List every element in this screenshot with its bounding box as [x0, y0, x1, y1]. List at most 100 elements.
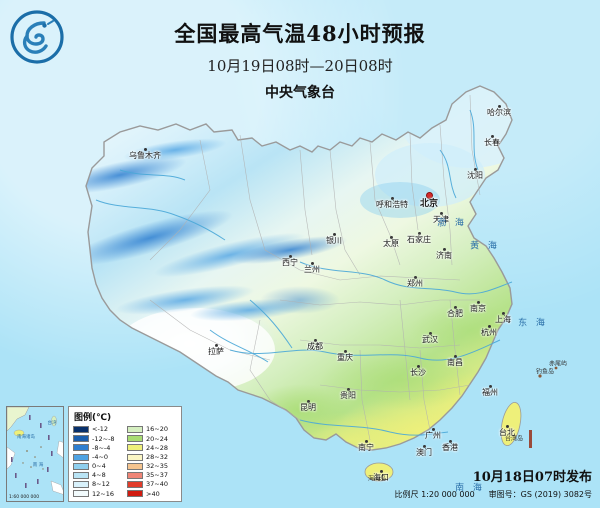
city-marker-icon — [313, 339, 317, 342]
city-name: 台北 — [499, 428, 515, 437]
city-marker-icon — [431, 428, 435, 431]
pearl-river — [299, 419, 449, 436]
city-marker-icon — [332, 233, 336, 236]
hainan-island — [364, 462, 394, 482]
city-name: 长春 — [484, 138, 500, 147]
city-label: 南京 — [470, 301, 486, 313]
city-label: 乌鲁木齐 — [129, 148, 161, 160]
yellow-river — [299, 261, 513, 295]
inset-label: 台湾 — [47, 421, 57, 426]
city-name: 福州 — [482, 388, 498, 397]
city-marker-icon — [390, 197, 394, 200]
city-marker-icon — [490, 135, 494, 138]
city-marker-icon — [488, 385, 492, 388]
temperature-legend: 图例(℃) <-12 -12~-8 -8~-4 -4~0 0~4 4~8 8~12 12~16… — [68, 406, 182, 502]
city-name: 北京 — [419, 199, 439, 209]
city-marker-icon — [306, 400, 310, 403]
city-name: 贵阳 — [340, 391, 356, 400]
city-name: 昆明 — [300, 403, 316, 412]
city-label: 郑州 — [407, 276, 423, 288]
city-label: 广州 — [425, 428, 441, 440]
sea-label: 东 海 — [518, 318, 548, 329]
legend-swatch — [127, 435, 143, 443]
city-marker-icon — [442, 248, 446, 251]
legend-swatch — [73, 426, 89, 434]
city-marker-icon — [453, 306, 457, 309]
province-boundaries — [149, 94, 481, 441]
legend-row: -12~-8 — [73, 434, 123, 443]
city-label: 重庆 — [337, 350, 353, 362]
city-name: 石家庄 — [407, 235, 431, 244]
legend-swatch — [127, 481, 143, 489]
city-marker-icon — [143, 148, 147, 151]
city-name: 天津 — [433, 215, 449, 224]
city-name: 兰州 — [304, 265, 320, 274]
city-label: 石家庄 — [407, 232, 431, 244]
legend-label: 28~32 — [146, 452, 168, 461]
city-name: 杭州 — [481, 328, 497, 337]
city-label: 海口 — [373, 470, 389, 482]
legend-row: 4~8 — [73, 471, 123, 480]
city-name: 澳门 — [416, 448, 432, 457]
inset-label: 南海诸岛 — [17, 435, 35, 440]
city-marker-icon — [416, 365, 420, 368]
city-name: 沈阳 — [467, 171, 483, 180]
city-label: 呼和浩特 — [376, 197, 408, 209]
city-label: 天津 — [433, 212, 449, 224]
city-marker-icon — [497, 105, 501, 108]
release-time: 10月18日07时发布 — [472, 470, 592, 485]
legend-label: -4~0 — [92, 452, 109, 461]
city-name: 合肥 — [447, 309, 463, 318]
city-marker-icon — [487, 325, 491, 328]
city-marker-icon — [476, 301, 480, 304]
legend-swatch — [73, 435, 89, 443]
legend-row: >40 — [127, 489, 177, 498]
island-label: 赤尾屿 — [548, 360, 568, 368]
legend-row: 8~12 — [73, 480, 123, 489]
legend-label: 20~24 — [146, 434, 168, 443]
city-marker-icon — [428, 332, 432, 335]
city-marker-icon — [346, 388, 350, 391]
legend-label: 0~4 — [92, 462, 106, 471]
legend-row: 28~32 — [127, 453, 177, 462]
legend-swatch — [73, 444, 89, 452]
city-marker-icon — [343, 350, 347, 353]
legend-label: -12~-8 — [92, 434, 115, 443]
legend-row: 0~4 — [73, 462, 123, 471]
city-name: 上海 — [495, 315, 511, 324]
city-marker-icon — [389, 236, 393, 239]
footer-line: 比例尺 1:20 000 000 审图号：GS (2019) 3082号 — [395, 489, 592, 500]
legend-label: 12~16 — [92, 489, 114, 498]
city-label: 西宁 — [282, 255, 298, 267]
city-name: 济南 — [436, 251, 452, 260]
city-label: 长春 — [484, 135, 500, 147]
legend-column-right: 16~20 20~24 24~28 28~32 32~35 35~37 37~40 >40 — [127, 425, 177, 499]
city-name: 长沙 — [410, 368, 426, 377]
city-label: 太原 — [383, 236, 399, 248]
city-marker-icon — [214, 344, 218, 347]
island-label: 钓鱼岛 — [535, 368, 555, 376]
legend-swatch — [127, 453, 143, 461]
city-marker-icon — [505, 425, 509, 428]
city-label: 武汉 — [422, 332, 438, 344]
legend-row: -4~0 — [73, 453, 123, 462]
city-marker-icon — [453, 355, 457, 358]
legend-swatch — [73, 490, 89, 498]
legend-label: 37~40 — [146, 480, 168, 489]
city-label: 长沙 — [410, 365, 426, 377]
city-marker-icon — [501, 312, 505, 315]
inset-scale: 1:60 000 000 — [9, 495, 40, 500]
city-name: 拉萨 — [208, 347, 224, 356]
legend-label: 35~37 — [146, 471, 168, 480]
inset-label: 南 海 — [32, 463, 44, 468]
city-name: 太原 — [383, 239, 399, 248]
city-label: 拉萨 — [208, 344, 224, 356]
legend-swatch — [73, 453, 89, 461]
city-label: 济南 — [436, 248, 452, 260]
legend-swatch — [127, 444, 143, 452]
city-name: 郑州 — [407, 279, 423, 288]
city-marker-icon — [288, 255, 292, 258]
city-label: 合肥 — [447, 306, 463, 318]
